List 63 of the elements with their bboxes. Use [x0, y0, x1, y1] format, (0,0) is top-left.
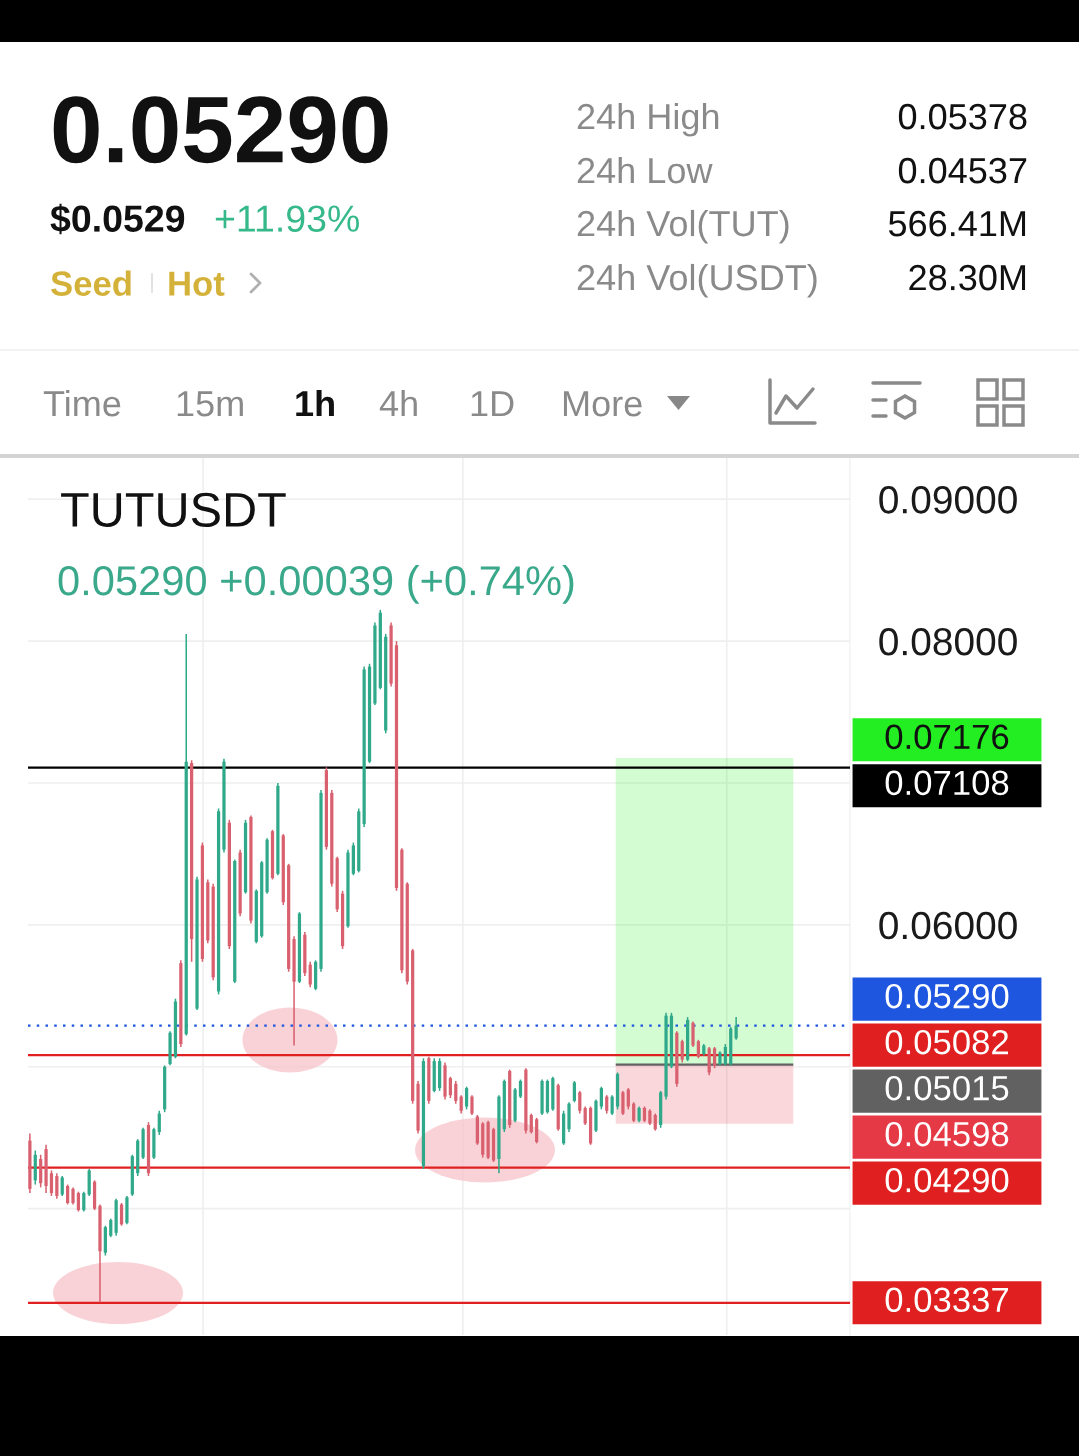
text: 0.05290 — [53, 96, 388, 164]
ref-line-label: 0.04290 — [885, 1167, 1009, 1193]
candlestick — [691, 1020, 695, 1048]
band-label: 0.07176 — [885, 724, 1009, 750]
candlestick — [578, 1090, 582, 1115]
candlestick — [157, 1110, 161, 1136]
candlestick — [109, 1217, 113, 1238]
candlestick — [680, 1039, 684, 1064]
text: 24h Low — [577, 156, 713, 184]
text: 24h High — [577, 102, 719, 137]
candlestick — [712, 1046, 717, 1069]
y-tick-label: 0.06000 — [879, 911, 1017, 940]
candlestick — [535, 1117, 539, 1145]
text: 15m — [177, 391, 243, 417]
ref-line-label: 0.05082 — [885, 1029, 1009, 1055]
candlestick — [723, 1043, 727, 1067]
ref-line-label: 0.07108 — [885, 770, 1009, 796]
text: 0.05290 +0.00039 (+0.74%) — [58, 564, 574, 604]
text: 24h Vol(USDT) — [577, 263, 817, 298]
text: 566.41M — [888, 210, 1026, 237]
candlestick — [60, 1175, 64, 1197]
text: TUTUSDT — [61, 492, 286, 528]
candlestick — [529, 1112, 533, 1135]
candlestick — [459, 1094, 463, 1115]
text: More — [563, 391, 642, 417]
text: Seed — [51, 270, 131, 296]
candlestick — [76, 1190, 81, 1213]
candlestick — [583, 1105, 587, 1126]
candlestick — [464, 1085, 469, 1111]
ref-line-label: 0.05015 — [885, 1075, 1009, 1101]
candlestick — [448, 1075, 453, 1099]
candlestick — [454, 1080, 458, 1105]
text: Time — [43, 389, 121, 417]
ref-line-label: 0.05290 — [885, 983, 1009, 1009]
candlestick — [696, 1039, 701, 1060]
text: 4h — [379, 389, 417, 417]
text: 1h — [296, 389, 334, 417]
text: 0.05378 — [898, 103, 1027, 130]
candlestick — [632, 1101, 636, 1123]
candlestick — [572, 1080, 577, 1104]
candlestick — [610, 1094, 614, 1116]
y-tick-label: 0.09000 — [879, 486, 1017, 514]
candlestick — [119, 1202, 124, 1227]
ref-line-label: 0.03337 — [885, 1287, 1009, 1313]
candlestick — [49, 1169, 54, 1197]
candlestick — [605, 1094, 609, 1115]
text: 0.04537 — [898, 157, 1027, 184]
candlestick — [626, 1087, 630, 1111]
candlestick — [599, 1085, 603, 1111]
candlestick — [470, 1094, 474, 1116]
candlestick — [82, 1190, 86, 1213]
band-label: 0.04598 — [885, 1121, 1009, 1147]
y-tick-label: 0.08000 — [879, 628, 1017, 656]
text: 1D — [471, 391, 514, 417]
candlestick — [66, 1183, 70, 1206]
text: Hot — [169, 271, 225, 296]
text: 24h Vol(TUT) — [577, 209, 789, 244]
text: +11.93% — [215, 205, 359, 232]
candlestick — [55, 1172, 59, 1200]
candlestick — [621, 1090, 625, 1116]
text: $0.0529 — [50, 203, 185, 235]
text: 28.30M — [909, 264, 1026, 291]
candlestick — [518, 1078, 523, 1099]
